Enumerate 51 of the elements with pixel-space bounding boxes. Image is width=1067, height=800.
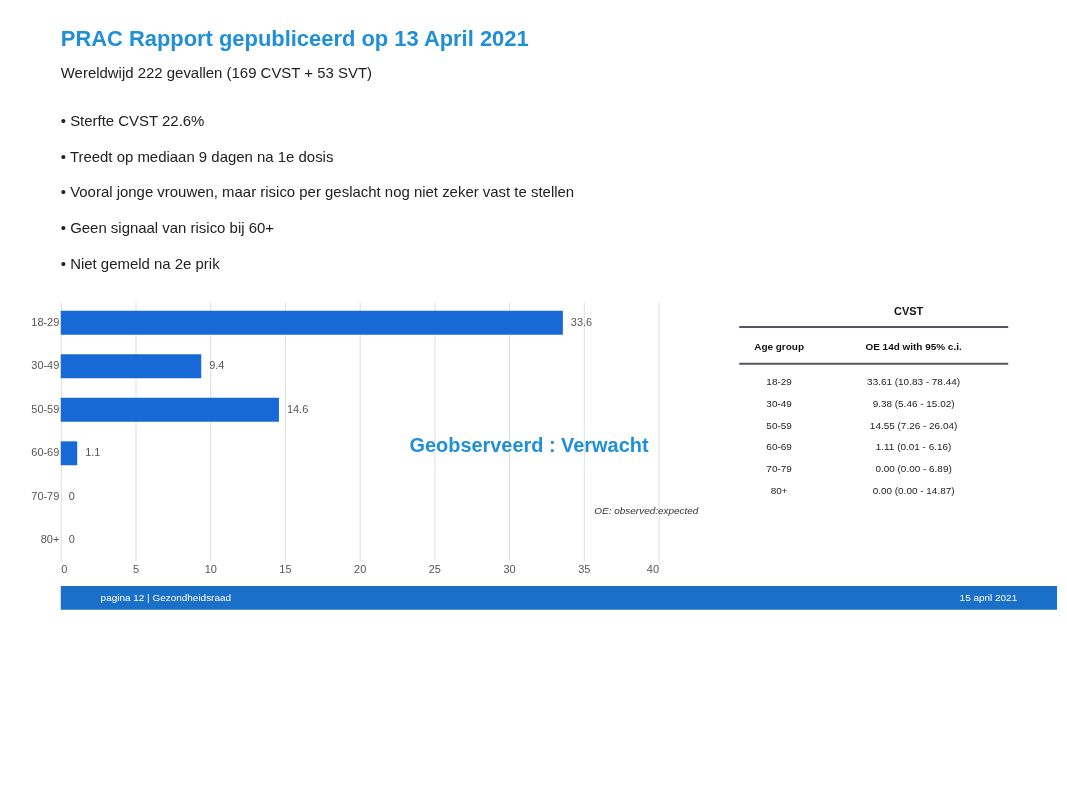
text: CVST — [894, 304, 924, 317]
text: 9.38 (5.46 - 15.02) — [872, 397, 955, 409]
y-tick-label: 18-29 — [31, 315, 60, 328]
text: 33.61 (10.83 - 78.44) — [867, 375, 961, 387]
x-tick-label: 25 — [428, 562, 441, 575]
chart-subtitle: Wereldwijd 222 gevallen (169 CVST + 53 SVT) — [60, 63, 373, 81]
y-tick-label: 60-69 — [31, 446, 60, 459]
text: 0.00 (0.00 - 14.87) — [872, 485, 955, 497]
data-label: 0 — [68, 489, 75, 502]
text: • Treedt op mediaan 9 dagen na 1e dosis — [60, 147, 334, 165]
y-tick-label: 70-79 — [31, 489, 60, 502]
annotation: OE: observed:expected — [594, 505, 699, 517]
x-tick-label: 0 — [61, 562, 68, 575]
y-tick-label: 30-49 — [31, 359, 60, 372]
y-tick-label: 80+ — [40, 533, 60, 546]
text: • Geen signaal van risico bij 60+ — [60, 219, 275, 237]
data-label: 0 — [68, 533, 75, 546]
x-tick-label: 5 — [132, 562, 140, 575]
text: 14.55 (7.26 - 26.04) — [869, 419, 958, 431]
x-tick-label: 40 — [646, 562, 660, 575]
text: 70-79 — [766, 463, 793, 475]
text: 30-49 — [766, 397, 793, 409]
bar — [60, 441, 78, 466]
x-tick-label: 20 — [354, 562, 367, 575]
data-label: 1.1 — [85, 446, 101, 459]
text: OE 14d with 95% c.i. — [865, 340, 962, 352]
text: • Niet gemeld na 2e prik — [60, 255, 221, 273]
text: • Sterfte CVST 22.6% — [60, 111, 205, 129]
text: 80+ — [770, 485, 788, 497]
bar — [60, 310, 563, 335]
text: pagina 12 | Gezondheidsraad — [100, 591, 232, 603]
text: Age group — [754, 340, 804, 352]
x-tick-label: 15 — [279, 562, 292, 575]
y-tick-label: 50-59 — [31, 402, 60, 415]
bar — [60, 397, 279, 422]
data-label: 9.4 — [209, 359, 225, 372]
text: 60-69 — [766, 441, 793, 453]
text: 15 april 2021 — [959, 591, 1018, 603]
annotation: Geobserveerd : Verwacht — [409, 434, 649, 457]
data-label: 14.6 — [286, 402, 309, 415]
text: 18-29 — [766, 375, 793, 387]
bar — [60, 354, 202, 379]
data-label: 33.6 — [570, 315, 593, 328]
text: 1.11 (0.01 - 6.16) — [875, 441, 952, 453]
text: 0.00 (0.00 - 6.89) — [875, 463, 952, 475]
x-tick-label: 30 — [503, 562, 516, 575]
chart-title: PRAC Rapport gepubliceerd op 13 April 2021 — [60, 25, 529, 51]
text: 50-59 — [766, 419, 793, 431]
x-tick-label: 10 — [204, 562, 217, 575]
x-tick-label: 35 — [578, 562, 591, 575]
text: • Vooral jonge vrouwen, maar risico per geslacht nog niet zeker vast te stellen — [60, 183, 575, 201]
